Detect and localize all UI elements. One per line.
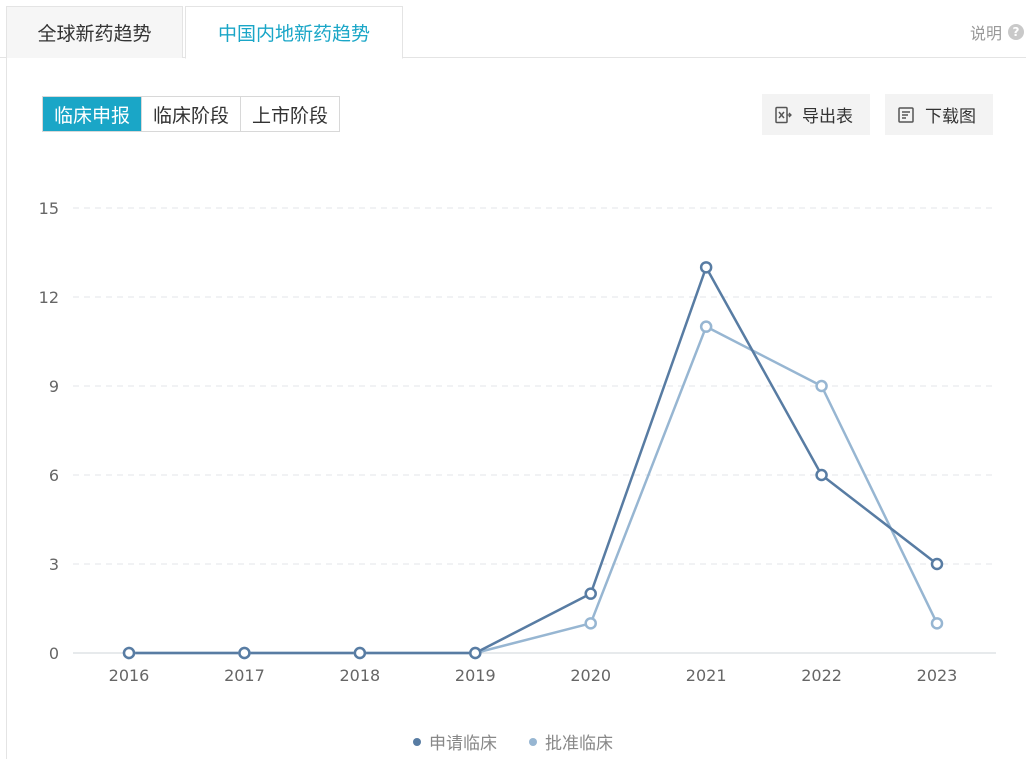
segment-market-stage[interactable]: 上市阶段 xyxy=(240,97,340,131)
legend-item-apply[interactable]: 申请临床 xyxy=(413,729,497,754)
data-point-apply xyxy=(815,468,828,482)
data-point-apply xyxy=(238,646,251,660)
data-point-apply xyxy=(353,646,367,660)
data-point-apply xyxy=(584,587,597,600)
data-point-approve xyxy=(930,617,944,630)
top-tab-bar: 全球新药趋势 中国内地新药趋势 说明 ? xyxy=(0,0,1026,59)
data-point-approve xyxy=(584,617,597,630)
y-tick-label: 0 xyxy=(49,644,59,663)
segment-clinical-stage[interactable]: 临床阶段 xyxy=(141,97,241,131)
tab-global-trend[interactable]: 全球新药趋势 xyxy=(6,6,183,58)
panel-border xyxy=(6,58,7,759)
download-chart-label: 下载图 xyxy=(925,107,976,127)
legend-dot-apply xyxy=(413,737,421,746)
data-point-apply xyxy=(699,261,713,274)
export-table-label: 导出表 xyxy=(802,107,853,127)
x-tick-label: 2021 xyxy=(686,666,727,685)
x-tick-label: 2018 xyxy=(339,666,380,685)
series-line-apply xyxy=(129,266,938,655)
document-download-icon xyxy=(898,106,914,123)
data-point-apply xyxy=(122,646,136,660)
y-tick-label: 3 xyxy=(49,555,59,574)
data-point-apply xyxy=(930,557,944,571)
export-table-button[interactable]: 导出表 xyxy=(762,94,870,135)
x-tick-label: 2020 xyxy=(570,666,611,685)
x-tick-label: 2017 xyxy=(224,666,265,685)
help-link[interactable]: 说明 ? xyxy=(970,20,1024,44)
segment-clinical-application[interactable]: 临床申报 xyxy=(43,97,142,131)
x-tick-label: 2022 xyxy=(801,666,842,685)
x-tick-label: 2019 xyxy=(455,666,496,685)
x-tick-label: 2023 xyxy=(917,666,958,685)
legend-label-approve: 批准临床 xyxy=(545,734,613,754)
x-tick-label: 2016 xyxy=(109,666,150,685)
data-point-approve xyxy=(699,320,713,333)
tab-china-mainland-trend[interactable]: 中国内地新药趋势 xyxy=(185,6,403,59)
series-line-approve xyxy=(129,325,939,655)
download-chart-button[interactable]: 下载图 xyxy=(885,94,993,135)
data-point-apply xyxy=(469,646,482,660)
y-tick-label: 9 xyxy=(49,377,59,396)
y-tick-label: 15 xyxy=(39,199,59,218)
y-tick-label: 12 xyxy=(39,288,59,307)
legend-item-approve[interactable]: 批准临床 xyxy=(529,729,613,754)
excel-export-icon xyxy=(775,106,792,123)
legend-dot-approve xyxy=(529,737,537,746)
question-circle-icon: ? xyxy=(1008,24,1024,40)
help-label: 说明 xyxy=(969,24,1002,43)
chart-legend: 申请临床 批准临床 xyxy=(0,729,1026,754)
data-point-approve xyxy=(815,379,828,393)
legend-label-apply: 申请临床 xyxy=(429,734,497,754)
y-tick-label: 6 xyxy=(49,466,59,485)
stage-segment-control: 临床申报 临床阶段 上市阶段 xyxy=(42,96,341,132)
